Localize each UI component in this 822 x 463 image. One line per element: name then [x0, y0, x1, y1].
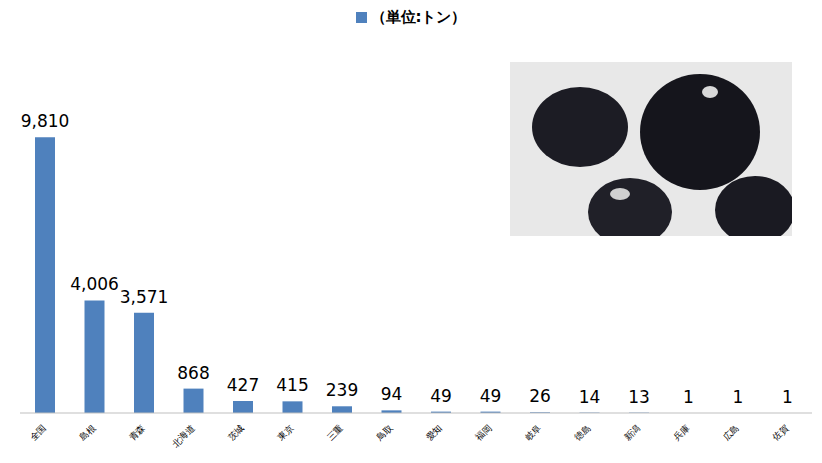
svg-text:239: 239	[326, 380, 358, 400]
svg-text:愛知: 愛知	[424, 423, 444, 443]
svg-text:新潟: 新潟	[622, 423, 642, 443]
svg-text:49: 49	[430, 386, 452, 406]
svg-text:1: 1	[782, 387, 793, 407]
svg-text:島根: 島根	[78, 423, 98, 443]
svg-text:福岡: 福岡	[474, 423, 494, 443]
svg-text:広島: 広島	[721, 423, 741, 443]
svg-text:1: 1	[683, 387, 694, 407]
svg-text:427: 427	[227, 375, 259, 395]
svg-text:岐阜: 岐阜	[523, 423, 543, 443]
svg-text:13: 13	[628, 387, 650, 407]
svg-text:北海道: 北海道	[170, 423, 196, 449]
svg-text:茨城: 茨城	[226, 423, 246, 443]
svg-text:兵庫: 兵庫	[672, 423, 692, 443]
svg-text:鳥取: 鳥取	[374, 423, 395, 444]
svg-text:三重: 三重	[325, 423, 345, 443]
svg-text:徳島: 徳島	[573, 423, 593, 443]
svg-text:東京: 東京	[276, 423, 296, 443]
svg-text:94: 94	[381, 384, 403, 404]
svg-text:青森: 青森	[127, 423, 147, 443]
svg-text:14: 14	[579, 387, 601, 407]
svg-text:3,571: 3,571	[120, 287, 169, 307]
svg-text:868: 868	[177, 363, 209, 383]
svg-text:佐賀: 佐賀	[771, 423, 791, 443]
svg-text:49: 49	[480, 386, 502, 406]
svg-text:4,006: 4,006	[70, 274, 119, 294]
svg-text:26: 26	[529, 386, 551, 406]
svg-text:1: 1	[733, 387, 744, 407]
html-text:（単位:トン）: （単位:トン）	[370, 8, 467, 26]
svg-text:全国: 全国	[28, 423, 48, 443]
svg-text:415: 415	[276, 375, 308, 395]
svg-text:9,810: 9,810	[21, 111, 70, 131]
